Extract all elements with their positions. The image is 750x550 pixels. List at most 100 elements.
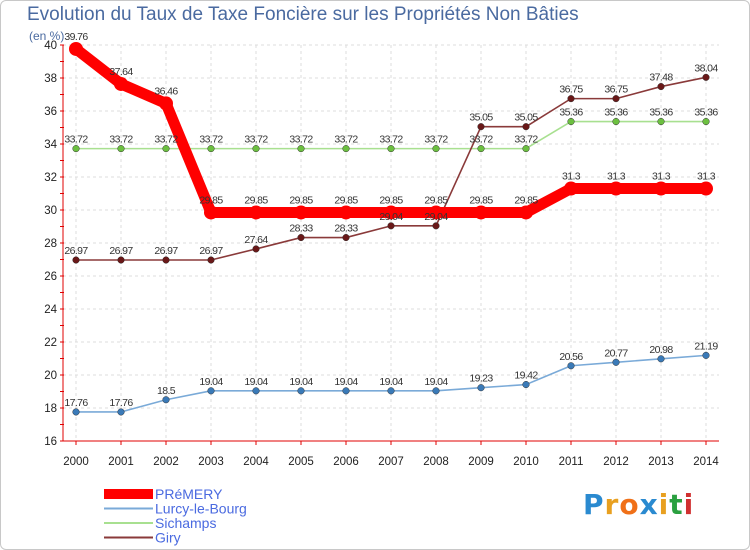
data-point-sichamps	[432, 145, 440, 153]
data-point-lurcy-le-bourg	[72, 408, 80, 416]
data-point-sichamps	[162, 145, 170, 153]
x-tick-label: 2006	[333, 456, 359, 468]
data-label-pr-mery: 29.85	[514, 194, 538, 206]
data-point-lurcy-le-bourg	[432, 387, 440, 395]
data-point-giry	[657, 83, 665, 91]
data-point-sichamps	[702, 118, 710, 126]
data-point-giry	[207, 256, 215, 264]
x-tick-label: 2003	[198, 456, 224, 468]
logo-letter: i	[683, 488, 695, 521]
data-point-giry	[612, 95, 620, 103]
data-point-giry	[702, 73, 710, 81]
data-label-lurcy-le-bourg: 19.04	[289, 376, 313, 388]
data-point-pr-mery	[429, 205, 443, 220]
data-label-giry: 36.75	[559, 84, 583, 96]
data-point-sichamps	[72, 145, 80, 153]
data-point-sichamps	[657, 118, 665, 126]
data-point-pr-mery	[249, 205, 263, 220]
logo-letter: x	[639, 488, 659, 521]
data-label-lurcy-le-bourg: 19.23	[469, 373, 493, 385]
logo-letter: o	[619, 488, 640, 521]
data-point-sichamps	[252, 145, 260, 153]
data-point-sichamps	[387, 145, 395, 153]
y-tick-label: 18	[44, 403, 57, 415]
data-point-lurcy-le-bourg	[702, 351, 710, 359]
data-label-giry: 26.97	[109, 245, 133, 257]
data-point-pr-mery	[204, 205, 218, 220]
data-point-sichamps	[297, 145, 305, 153]
data-label-sichamps: 33.72	[109, 134, 133, 146]
data-point-pr-mery	[114, 76, 128, 91]
x-tick-label: 2001	[108, 456, 134, 468]
data-label-lurcy-le-bourg: 20.98	[649, 344, 673, 356]
data-label-pr-mery: 29.85	[199, 194, 223, 206]
data-point-sichamps	[117, 145, 125, 153]
logo-letter: i	[658, 488, 670, 521]
data-label-lurcy-le-bourg: 17.76	[64, 397, 88, 409]
legend-label-lurcy-le-bourg: Lurcy-le-Bourg	[155, 501, 247, 517]
data-point-pr-mery	[69, 41, 83, 56]
data-label-lurcy-le-bourg: 17.76	[109, 397, 133, 409]
data-point-lurcy-le-bourg	[387, 387, 395, 395]
data-label-sichamps: 33.72	[424, 134, 448, 146]
x-tick-label: 2013	[648, 456, 674, 468]
data-point-pr-mery	[654, 181, 668, 196]
data-label-sichamps: 33.72	[514, 134, 538, 146]
logo-letter: P	[583, 488, 605, 521]
data-point-lurcy-le-bourg	[252, 387, 260, 395]
data-label-giry: 38.04	[694, 62, 718, 74]
data-label-pr-mery: 31.3	[697, 171, 716, 183]
chart-title: Evolution du Taux de Taxe Foncière sur l…	[27, 4, 579, 25]
data-label-pr-mery: 29.85	[244, 194, 268, 206]
data-label-lurcy-le-bourg: 20.56	[559, 351, 583, 363]
data-point-giry	[117, 256, 125, 264]
data-point-pr-mery	[339, 205, 353, 220]
data-label-pr-mery: 29.85	[379, 194, 403, 206]
legend-label-giry: Giry	[155, 530, 181, 546]
data-label-giry: 35.05	[469, 112, 493, 124]
data-point-lurcy-le-bourg	[522, 381, 530, 389]
data-point-lurcy-le-bourg	[117, 408, 125, 416]
data-label-sichamps: 35.36	[559, 107, 583, 119]
y-tick-label: 36	[44, 106, 57, 118]
data-label-lurcy-le-bourg: 18.5	[157, 385, 176, 397]
data-point-lurcy-le-bourg	[297, 387, 305, 395]
x-tick-label: 2014	[693, 456, 719, 468]
data-label-giry: 36.75	[604, 84, 628, 96]
data-label-pr-mery: 31.3	[652, 171, 671, 183]
legend-label-pr-mery: PRéMERY	[155, 486, 223, 502]
data-label-pr-mery: 29.85	[424, 194, 448, 206]
data-point-giry	[342, 234, 350, 242]
x-tick-label: 2005	[288, 456, 314, 468]
data-label-pr-mery: 39.76	[64, 31, 88, 43]
y-tick-label: 32	[44, 172, 57, 184]
data-point-lurcy-le-bourg	[657, 355, 665, 363]
data-label-giry: 29.04	[424, 211, 448, 223]
data-point-lurcy-le-bourg	[162, 396, 170, 404]
data-point-pr-mery	[699, 181, 713, 196]
data-label-lurcy-le-bourg: 20.77	[604, 347, 628, 359]
data-point-sichamps	[612, 118, 620, 126]
data-label-sichamps: 33.72	[154, 134, 178, 146]
data-label-giry: 28.33	[289, 223, 313, 235]
y-tick-label: 16	[44, 436, 57, 448]
data-point-sichamps	[477, 145, 485, 153]
data-label-giry: 35.05	[514, 112, 538, 124]
y-tick-label: 38	[44, 73, 57, 85]
data-point-pr-mery	[384, 205, 398, 220]
data-point-pr-mery	[474, 205, 488, 220]
y-axis-unit-label: (en %)	[29, 29, 65, 43]
data-label-giry: 26.97	[154, 245, 178, 257]
data-label-pr-mery: 37.64	[109, 66, 133, 78]
x-tick-label: 2011	[559, 456, 584, 468]
data-point-giry	[477, 123, 485, 131]
data-point-giry	[252, 245, 260, 253]
data-label-pr-mery: 31.3	[562, 171, 581, 183]
data-label-giry: 29.04	[379, 211, 403, 223]
x-tick-label: 2010	[513, 456, 539, 468]
data-label-sichamps: 33.72	[199, 134, 223, 146]
data-label-giry: 26.97	[64, 245, 88, 257]
data-point-giry	[432, 222, 440, 230]
data-label-sichamps: 33.72	[64, 134, 88, 146]
data-point-giry	[162, 256, 170, 264]
